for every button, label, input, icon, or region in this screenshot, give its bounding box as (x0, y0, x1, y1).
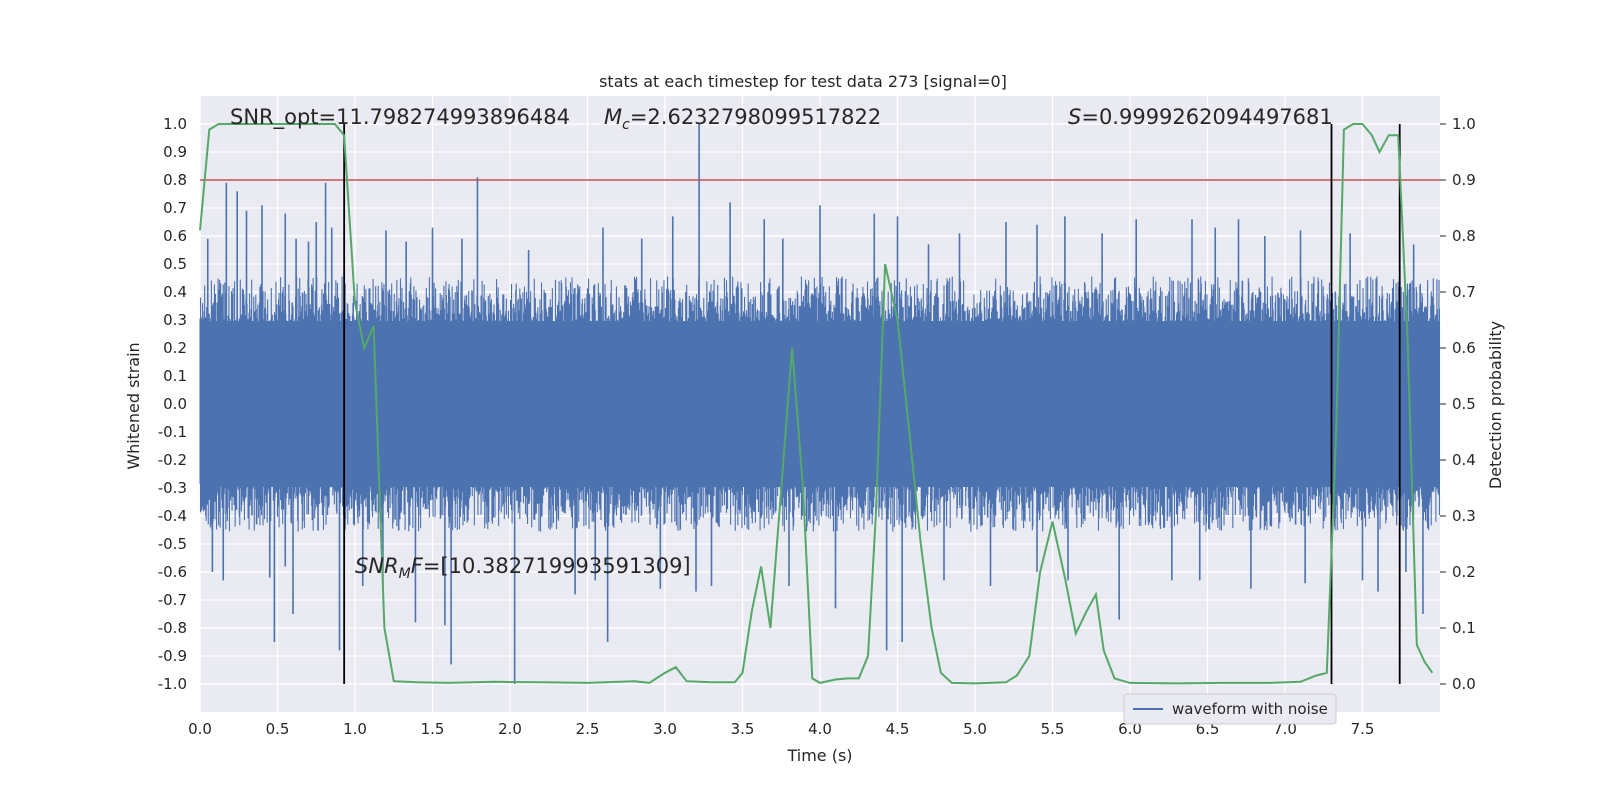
x-tick-label: 3.5 (731, 720, 755, 738)
x-tick-label: 5.5 (1041, 720, 1065, 738)
s-value: =0.9999262094497681 (1081, 105, 1332, 129)
x-tick-label: 2.5 (576, 720, 600, 738)
y-tick-label: -1.0 (158, 675, 187, 693)
y-axis-right-label: Detection probability (1486, 321, 1505, 489)
x-tick-label: 0.5 (266, 720, 290, 738)
y-axis-right: 1.0 0.9 0.8 0.7 0.6 0.5 0.4 0.3 0.2 0.1 0.0 (1440, 115, 1476, 693)
x-tick-label: 4.0 (808, 720, 832, 738)
x-tick-label: 3.0 (653, 720, 677, 738)
y-right-tick-label: 0.7 (1452, 283, 1476, 301)
legend: waveform with noise (1123, 693, 1337, 725)
y-right-tick-label: 0.2 (1452, 563, 1476, 581)
y-tick-label: 0.6 (163, 227, 187, 245)
y-tick-label: -0.1 (158, 423, 187, 441)
y-tick-label: -0.5 (158, 535, 187, 553)
y-tick-label: 0.2 (163, 339, 187, 357)
y-tick-label: 0.1 (163, 367, 187, 385)
y-axis-left: 1.0 0.9 0.8 0.7 0.6 0.5 0.4 0.3 0.2 0.1 0.0 -0.1 -0.… (158, 115, 187, 693)
legend-label-waveform: waveform with noise (1172, 700, 1328, 718)
y-tick-label: 0.3 (163, 311, 187, 329)
y-right-tick-label: 0.4 (1452, 451, 1476, 469)
y-tick-label: -0.9 (158, 647, 187, 665)
y-tick-label: -0.2 (158, 451, 187, 469)
y-tick-label: 0.5 (163, 255, 187, 273)
vertical-markers (343, 124, 1401, 684)
annotation-chirp-mass: Mc=2.6232798099517822 (604, 105, 881, 133)
y-right-tick-label: 0.1 (1452, 619, 1476, 637)
annotation-s: S=0.9999262094497681 (1068, 105, 1333, 129)
y-tick-label: 1.0 (163, 115, 187, 133)
snr-mf-symbol: SNR (355, 554, 399, 578)
y-tick-label: -0.4 (158, 507, 187, 525)
y-tick-label: 0.7 (163, 199, 187, 217)
x-tick-label: 0.0 (188, 720, 212, 738)
probability-series-line (199, 123, 1434, 685)
y-tick-label: -0.7 (158, 591, 187, 609)
y-tick-label: -0.3 (158, 479, 187, 497)
annotation-snr-mf: SNRMF=[10.382719993591309] (355, 554, 691, 582)
snr-mf-subscript: M (399, 566, 411, 582)
y-right-tick-label: 0.3 (1452, 507, 1476, 525)
y-tick-label: -0.8 (158, 619, 187, 637)
x-tick-label: 7.5 (1351, 720, 1375, 738)
y-right-tick-label: 0.9 (1452, 171, 1476, 189)
x-tick-label: 4.5 (886, 720, 910, 738)
x-tick-label: 5.0 (963, 720, 987, 738)
y-right-tick-label: 0.5 (1452, 395, 1476, 413)
y-right-tick-label: 0.8 (1452, 227, 1476, 245)
x-axis-label: Time (s) (786, 746, 852, 765)
annotation-snr-opt: SNR_opt=11.798274993896484 (230, 105, 570, 130)
y-tick-label: 0.0 (163, 395, 187, 413)
snr-mf-value: =[10.382719993591309] (423, 554, 691, 578)
x-axis: 0.0 0.5 1.0 1.5 2.0 2.5 3.0 3.5 4.0 4.5 5.0 5.5 6.0 6… (188, 720, 1374, 738)
chart-title: stats at each timestep for test data 273… (599, 72, 1007, 91)
x-tick-label: 2.0 (498, 720, 522, 738)
y-axis-label: Whitened strain (124, 342, 143, 469)
legend-box (1123, 693, 1337, 725)
y-tick-label: -0.6 (158, 563, 187, 581)
x-tick-label: 1.0 (343, 720, 367, 738)
chirp-mass-value: =2.6232798099517822 (630, 105, 881, 129)
chirp-mass-subscript: c (622, 117, 630, 133)
y-right-tick-label: 1.0 (1452, 115, 1476, 133)
y-right-tick-label: 0.0 (1452, 675, 1476, 693)
snr-mf-f: F (411, 554, 424, 578)
chirp-mass-symbol: M (604, 105, 622, 129)
y-tick-label: 0.4 (163, 283, 187, 301)
y-tick-label: 0.8 (163, 171, 187, 189)
y-right-tick-label: 0.6 (1452, 339, 1476, 357)
s-symbol: S (1068, 105, 1081, 129)
waveform-series (199, 124, 1441, 684)
x-tick-label: 1.5 (421, 720, 445, 738)
y-tick-label: 0.9 (163, 143, 187, 161)
